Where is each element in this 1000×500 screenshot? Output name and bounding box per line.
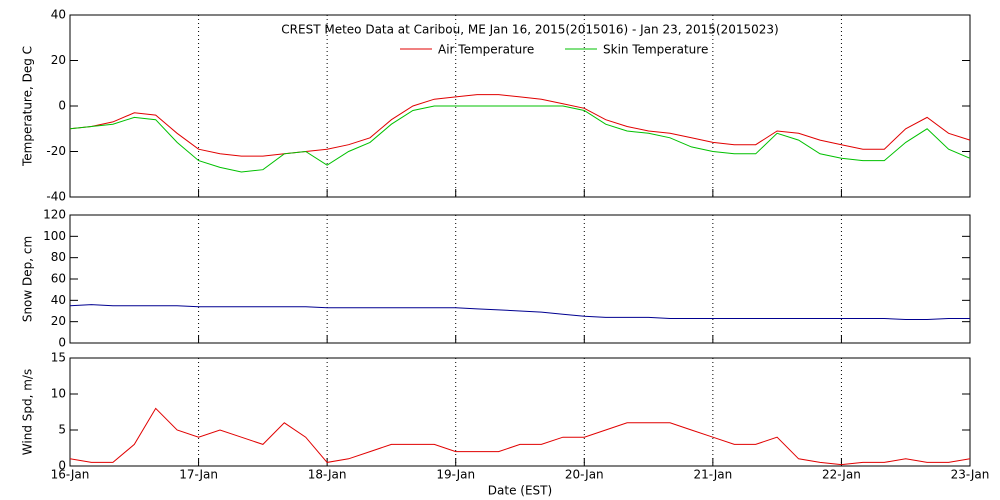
series-line [69,407,971,466]
x-tick-label: 16-Jan [51,468,90,482]
legend-label: Air Temperature [438,43,534,57]
x-tick-label: 19-Jan [436,468,475,482]
y-tick-label: 120 [43,208,66,222]
y-tick-label: 40 [51,8,66,22]
y-tick-label: 10 [51,387,66,401]
y-tick-label: 60 [51,272,66,286]
y-tick-label: 0 [58,336,66,350]
y-tick-label: 100 [43,229,66,243]
chart-title: CREST Meteo Data at Caribou, ME Jan 16, … [281,23,778,37]
y-tick-label: 5 [58,423,66,437]
legend-label: Skin Temperature [603,43,708,57]
series-line [69,105,971,173]
y-tick-label: 0 [58,99,66,113]
y-tick-label: 20 [51,314,66,328]
y-axis-label: Wind Spd, m/s [21,369,35,455]
x-tick-label: 21-Jan [693,468,732,482]
x-tick-label: 22-Jan [822,468,861,482]
y-tick-label: 0 [58,459,66,473]
plot-frame [69,357,971,467]
plot-frame [69,214,971,344]
y-tick-label: -40 [46,190,66,204]
series-line [69,94,971,157]
x-tick-label: 23-Jan [951,468,990,482]
x-tick-label: 17-Jan [179,468,218,482]
x-axis-label: Date (EST) [488,484,552,498]
y-axis-label: Temperature, Deg C [21,46,35,167]
y-tick-label: 20 [51,53,66,67]
y-axis-label: Snow Dep, cm [21,236,35,322]
plot-frame [69,14,971,198]
y-tick-label: 80 [51,250,66,264]
y-tick-label: 15 [51,351,66,365]
x-tick-label: 20-Jan [565,468,604,482]
series-line [69,304,970,320]
y-tick-label: 40 [51,293,66,307]
x-tick-label: 18-Jan [308,468,347,482]
y-tick-label: -20 [46,144,66,158]
